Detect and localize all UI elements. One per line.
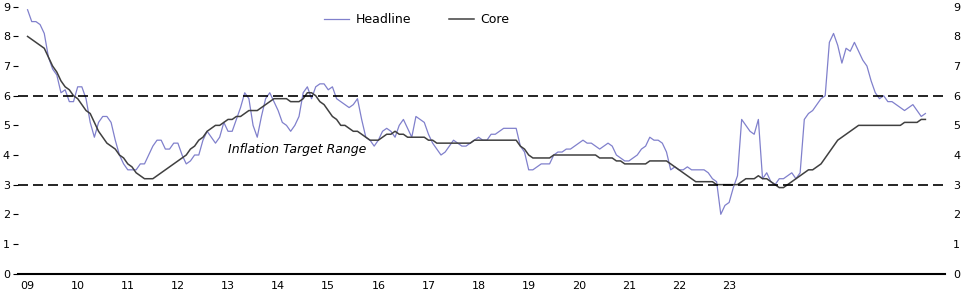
Headline xyxy=(539,162,551,166)
Headline xyxy=(711,180,722,183)
Headline xyxy=(222,130,234,133)
Headline xyxy=(22,8,34,11)
Line: Core: Core xyxy=(28,36,925,188)
Core xyxy=(247,109,259,112)
Headline xyxy=(920,112,931,115)
Legend: Headline, Core: Headline, Core xyxy=(325,13,508,26)
Core xyxy=(773,186,785,189)
Headline xyxy=(786,171,797,175)
Core xyxy=(22,35,34,38)
Core xyxy=(786,180,797,183)
Headline xyxy=(715,213,726,216)
Text: Inflation Target Range: Inflation Target Range xyxy=(228,143,366,156)
Core xyxy=(532,156,543,160)
Headline xyxy=(247,123,259,127)
Core xyxy=(920,118,931,121)
Core xyxy=(222,118,234,121)
Core xyxy=(711,183,722,186)
Core xyxy=(539,156,551,160)
Headline xyxy=(532,165,543,169)
Line: Headline: Headline xyxy=(28,10,925,214)
